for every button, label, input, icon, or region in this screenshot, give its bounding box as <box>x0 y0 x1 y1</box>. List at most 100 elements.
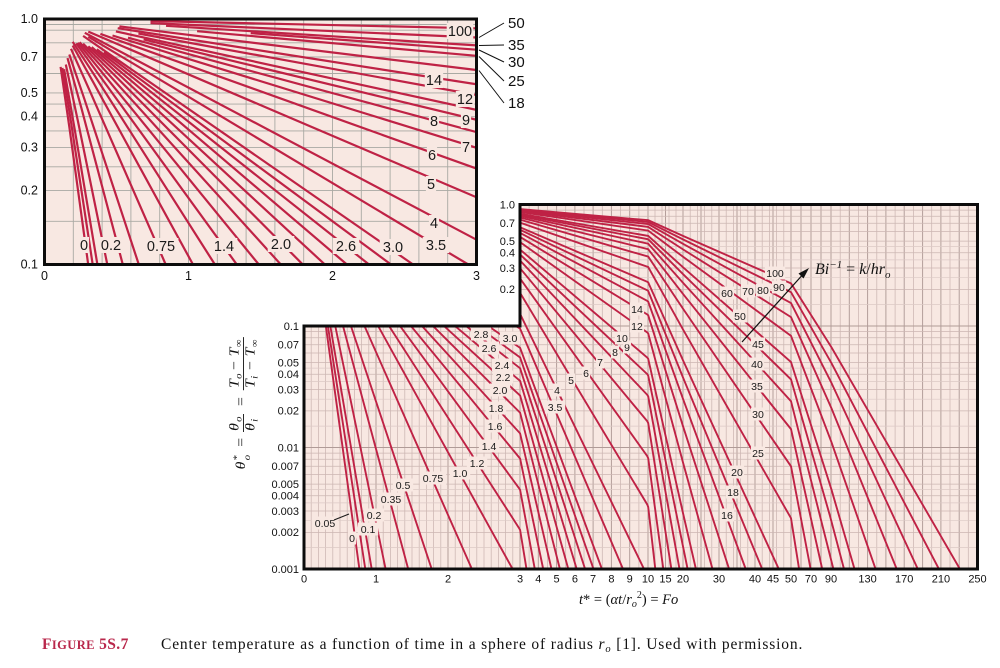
svg-text:T: T <box>243 377 258 388</box>
svg-text:45: 45 <box>767 574 779 586</box>
svg-text:6: 6 <box>572 574 578 586</box>
svg-text:1.2: 1.2 <box>470 458 485 470</box>
svg-text:0.005: 0.005 <box>271 479 299 491</box>
svg-text:−: − <box>227 361 242 370</box>
svg-text:0.2: 0.2 <box>367 510 382 522</box>
svg-text:3: 3 <box>473 269 480 283</box>
svg-text:T: T <box>227 346 242 357</box>
svg-text:o: o <box>234 416 244 421</box>
svg-text:250: 250 <box>968 574 986 586</box>
svg-text:∞: ∞ <box>234 340 244 348</box>
svg-text:0.04: 0.04 <box>278 369 299 381</box>
svg-text:12: 12 <box>457 92 473 108</box>
svg-text:∞: ∞ <box>250 340 260 348</box>
svg-text:o: o <box>234 374 244 379</box>
svg-text:t* = (αt/ro2) = Fo: t* = (αt/ro2) = Fo <box>579 590 678 610</box>
svg-text:2: 2 <box>445 574 451 586</box>
svg-text:5: 5 <box>554 574 560 586</box>
svg-text:0.2: 0.2 <box>500 284 515 296</box>
svg-text:0: 0 <box>41 269 48 283</box>
svg-text:130: 130 <box>858 574 876 586</box>
svg-text:1.4: 1.4 <box>482 441 497 453</box>
svg-text:35: 35 <box>508 37 525 54</box>
svg-text:0.07: 0.07 <box>278 340 299 352</box>
svg-text:0.003: 0.003 <box>271 506 299 518</box>
svg-text:θ: θ <box>243 423 258 431</box>
svg-text:12: 12 <box>631 321 643 333</box>
svg-text:90: 90 <box>825 574 837 586</box>
svg-text:14: 14 <box>631 304 643 316</box>
svg-text:o: o <box>243 455 253 460</box>
svg-text:0.4: 0.4 <box>21 110 38 124</box>
svg-text:25: 25 <box>508 73 525 90</box>
svg-text:10: 10 <box>642 574 654 586</box>
svg-text:100: 100 <box>766 268 784 280</box>
svg-text:1.0: 1.0 <box>21 12 38 26</box>
svg-text:4: 4 <box>554 385 560 397</box>
svg-text:1: 1 <box>373 574 379 586</box>
svg-text:3: 3 <box>517 574 523 586</box>
svg-text:FIGURE 5S.7: FIGURE 5S.7 <box>42 636 129 653</box>
svg-text:0.5: 0.5 <box>396 480 411 492</box>
svg-text:0.75: 0.75 <box>423 473 444 485</box>
svg-text:3.0: 3.0 <box>383 240 403 256</box>
svg-text:θ: θ <box>234 462 249 470</box>
svg-text:0.004: 0.004 <box>271 491 299 503</box>
svg-text:210: 210 <box>932 574 950 586</box>
svg-text:T: T <box>227 377 242 388</box>
svg-text:Center temperature as a functi: Center temperature as a function of time… <box>161 636 803 655</box>
svg-text:50: 50 <box>508 15 525 32</box>
svg-text:0.5: 0.5 <box>21 86 38 100</box>
svg-text:1.8: 1.8 <box>489 403 504 415</box>
svg-text:9: 9 <box>462 113 470 129</box>
svg-text:0.001: 0.001 <box>271 564 299 576</box>
svg-text:0.02: 0.02 <box>278 406 299 418</box>
svg-text:0.01: 0.01 <box>278 442 299 454</box>
svg-text:3.5: 3.5 <box>426 238 446 254</box>
svg-text:3.0: 3.0 <box>503 333 518 345</box>
svg-text:=: = <box>234 397 249 406</box>
svg-text:60: 60 <box>721 288 733 300</box>
svg-text:6: 6 <box>583 368 589 380</box>
svg-text:80: 80 <box>757 285 769 297</box>
svg-text:45: 45 <box>752 339 764 351</box>
svg-text:2.4: 2.4 <box>495 360 510 372</box>
svg-text:0.002: 0.002 <box>271 527 299 539</box>
svg-text:3.5: 3.5 <box>548 402 563 414</box>
svg-text:0.03: 0.03 <box>278 384 299 396</box>
svg-text:0.5: 0.5 <box>500 236 515 248</box>
svg-text:0: 0 <box>349 533 355 545</box>
svg-text:1.0: 1.0 <box>500 199 515 211</box>
svg-text:30: 30 <box>752 409 764 421</box>
svg-text:100: 100 <box>448 24 472 40</box>
svg-text:*: * <box>233 455 243 460</box>
svg-text:1.4: 1.4 <box>214 239 234 255</box>
svg-text:2.6: 2.6 <box>482 343 497 355</box>
svg-text:0.05: 0.05 <box>315 518 336 530</box>
svg-text:0.3: 0.3 <box>21 140 38 154</box>
svg-text:20: 20 <box>731 467 743 479</box>
svg-text:8: 8 <box>608 574 614 586</box>
svg-text:0.35: 0.35 <box>381 494 402 506</box>
svg-text:0.3: 0.3 <box>500 263 515 275</box>
svg-text:0.7: 0.7 <box>500 218 515 230</box>
svg-text:5: 5 <box>427 177 435 193</box>
svg-text:−: − <box>243 361 258 370</box>
svg-text:25: 25 <box>752 448 764 460</box>
svg-text:9: 9 <box>624 342 630 354</box>
svg-text:2.0: 2.0 <box>271 237 291 253</box>
svg-text:14: 14 <box>426 73 442 89</box>
svg-text:0.1: 0.1 <box>361 524 376 536</box>
svg-text:0: 0 <box>80 238 88 254</box>
svg-text:0.2: 0.2 <box>21 184 38 198</box>
svg-text:70: 70 <box>805 574 817 586</box>
svg-text:50: 50 <box>785 574 797 586</box>
svg-text:Bi−1 = k/hro: Bi−1 = k/hro <box>815 259 891 281</box>
svg-text:40: 40 <box>751 359 763 371</box>
svg-text:70: 70 <box>742 286 754 298</box>
svg-text:8: 8 <box>612 347 618 359</box>
svg-text:20: 20 <box>677 574 689 586</box>
svg-text:10: 10 <box>616 333 628 345</box>
svg-text:18: 18 <box>508 95 525 112</box>
svg-text:7: 7 <box>597 357 603 369</box>
